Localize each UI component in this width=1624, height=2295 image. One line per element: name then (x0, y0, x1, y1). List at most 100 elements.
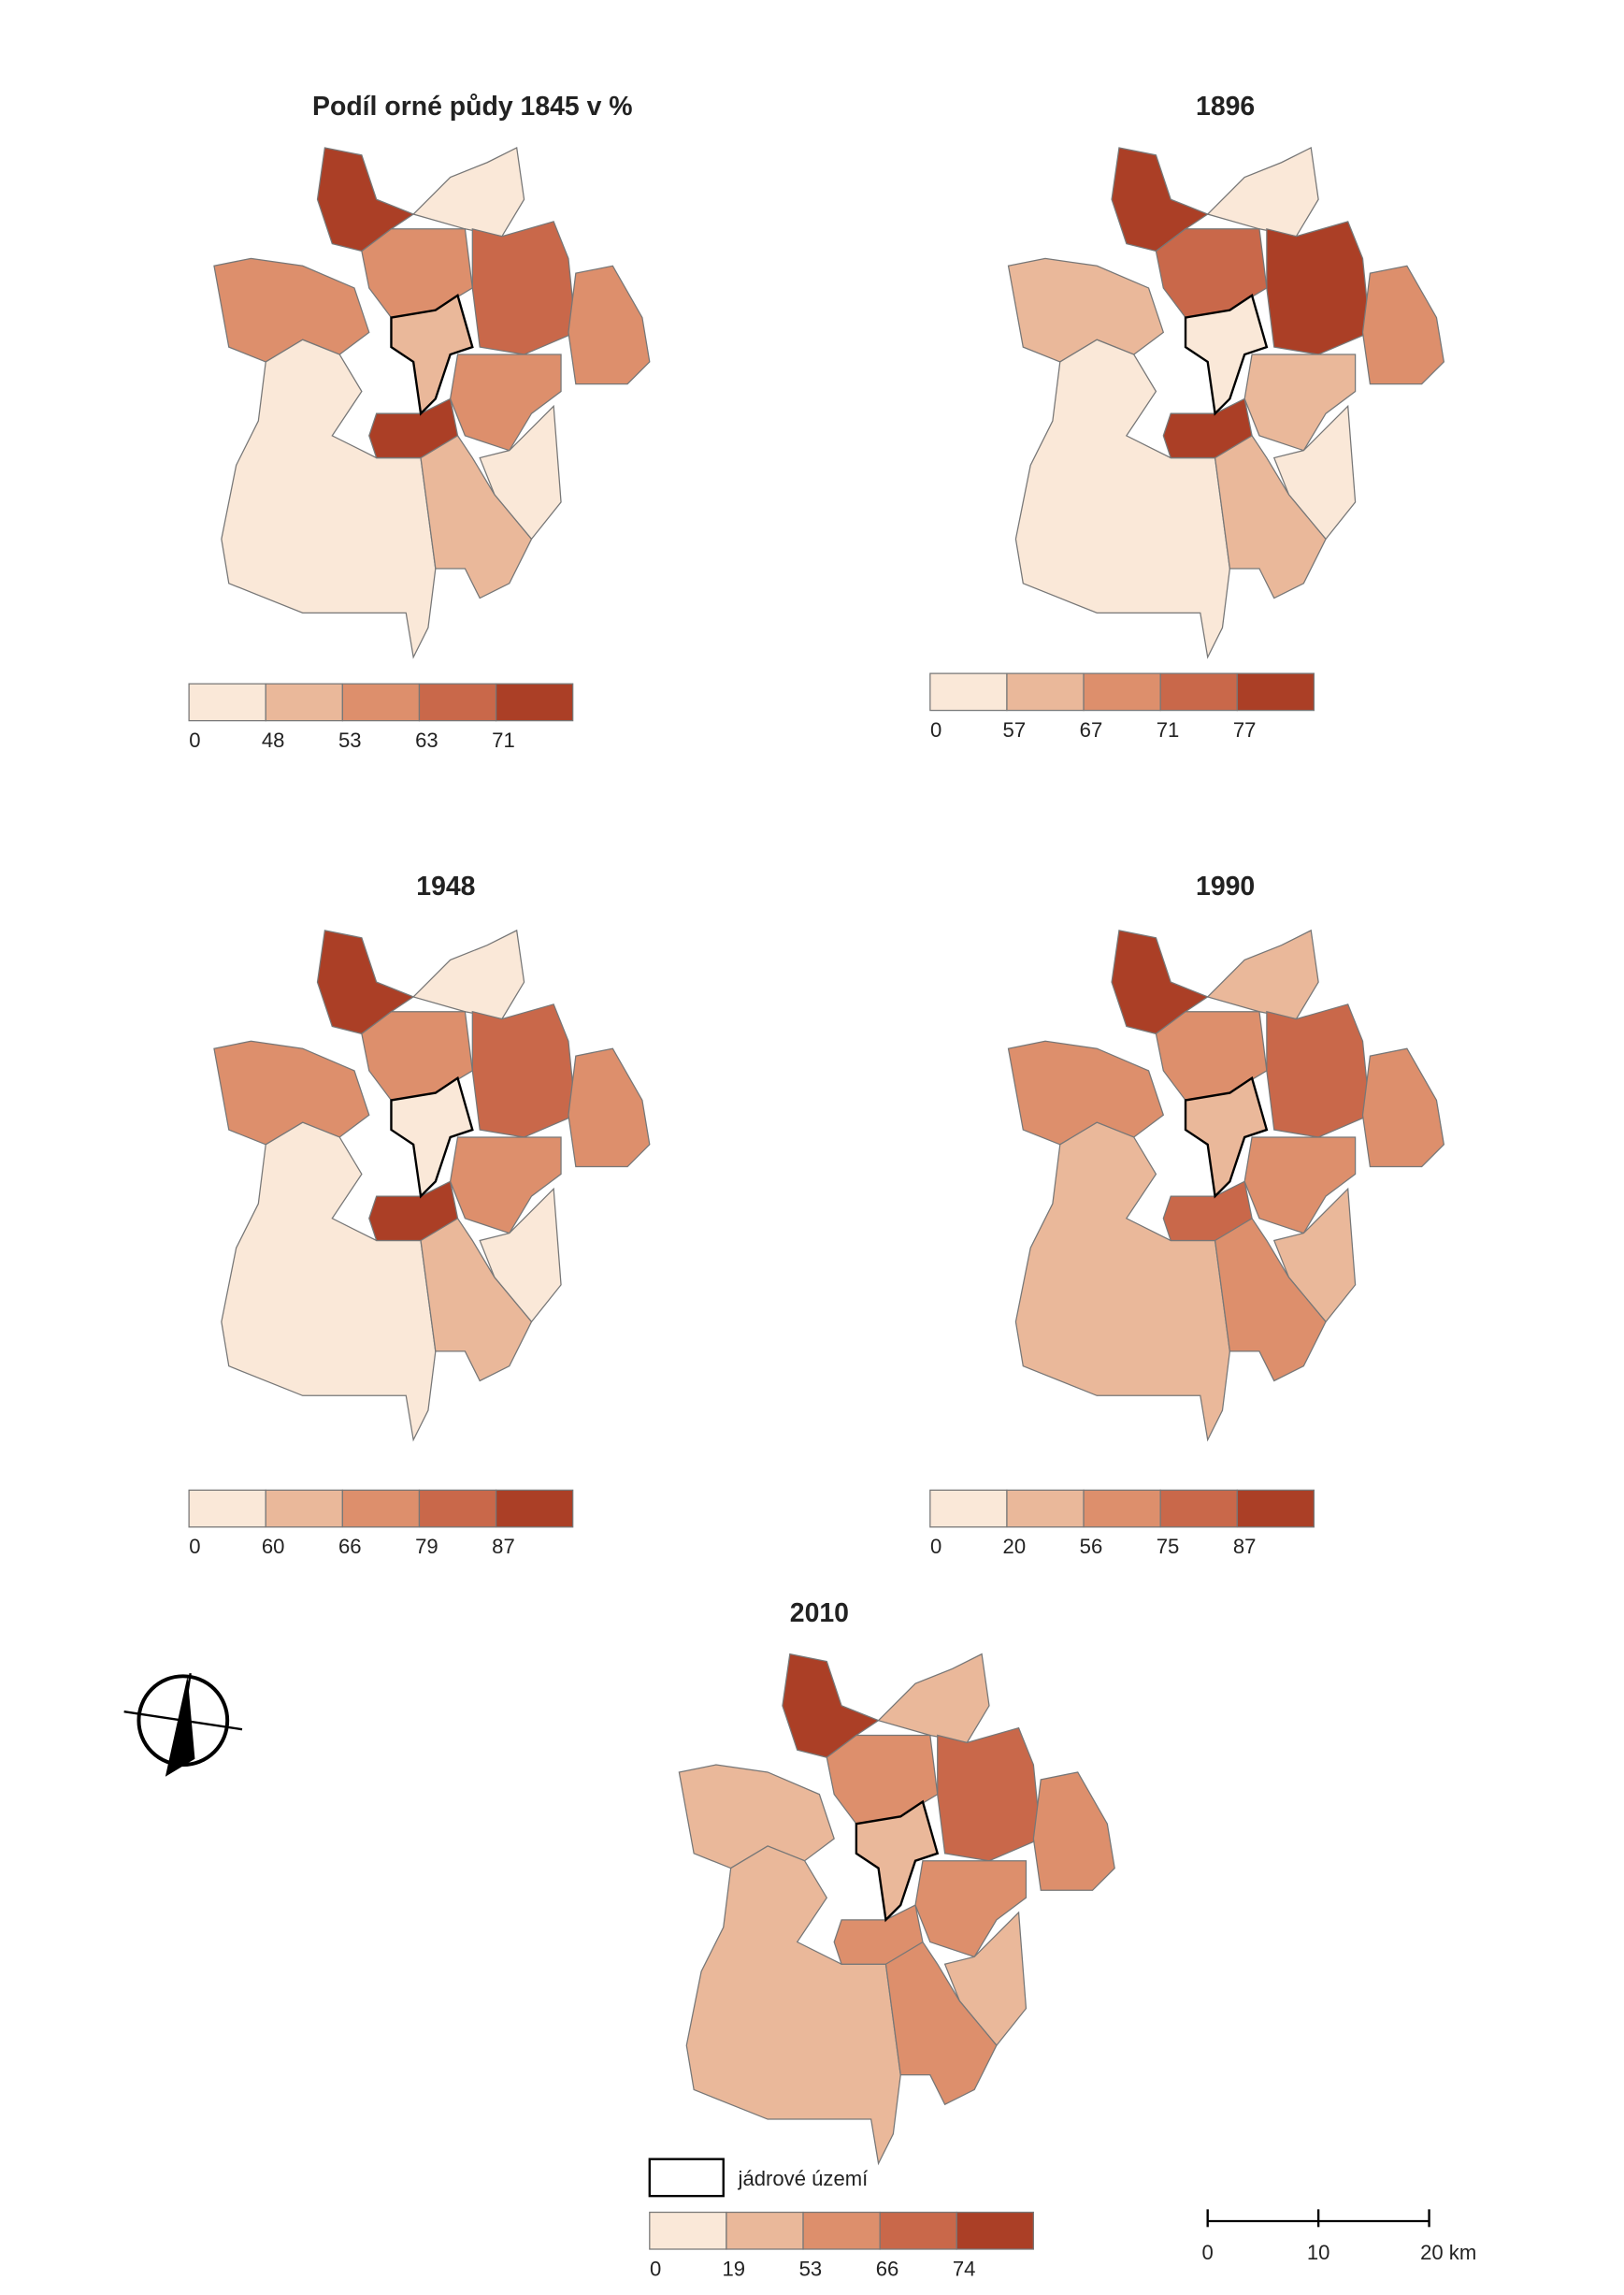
legend-swatch (1006, 672, 1085, 712)
legend-label: 79 (415, 1535, 438, 1558)
municipality (411, 146, 525, 238)
legend-swatch (341, 683, 421, 722)
legend-swatch (265, 683, 343, 722)
legend-swatch (265, 1489, 343, 1528)
map-title: 1990 (1196, 872, 1255, 902)
legend-swatch (188, 683, 266, 722)
legend-label: 0 (189, 729, 200, 752)
legend-label: 53 (338, 729, 362, 752)
legend-swatch (1006, 1489, 1085, 1528)
legend-swatch (1159, 672, 1238, 712)
map-title: 1896 (1196, 92, 1255, 122)
legend-label: 0 (930, 1535, 941, 1558)
legend-label: 77 (1233, 718, 1257, 742)
legend-label: 87 (1233, 1535, 1257, 1558)
legend-label: 71 (492, 729, 515, 752)
core-area (1184, 1075, 1269, 1199)
municipality (1032, 1771, 1115, 1891)
map-title: Podíl orné půdy 1845 v % (312, 92, 633, 122)
municipality (678, 1764, 835, 1869)
municipality (914, 1860, 1028, 1958)
legend-swatch (1236, 1489, 1315, 1528)
legend-label: 66 (876, 2257, 899, 2280)
map-title: 2010 (790, 1598, 849, 1628)
municipality (221, 1121, 437, 1442)
municipality (449, 1136, 562, 1234)
legend-label: 53 (799, 2257, 823, 2280)
municipality (420, 1217, 533, 1382)
scale-label: 20 km (1420, 2241, 1476, 2264)
north-arrow (123, 1672, 243, 1777)
core-label: jádrové území (738, 2167, 869, 2190)
map (213, 146, 651, 659)
municipality (884, 1941, 998, 2106)
legend-label: 20 (1003, 1535, 1027, 1558)
legend-swatch (1159, 1489, 1238, 1528)
legend-label: 56 (1080, 1535, 1103, 1558)
legend-label: 0 (650, 2257, 661, 2280)
scale-label: 0 (1202, 2241, 1214, 2264)
legend-label: 66 (338, 1535, 362, 1558)
municipality (1014, 339, 1231, 659)
legend-swatch (929, 672, 1008, 712)
municipality (213, 1040, 370, 1146)
legend-swatch (341, 1489, 421, 1528)
municipality (213, 257, 370, 363)
municipality (449, 354, 562, 452)
legend-swatch (726, 2211, 804, 2250)
municipality (1266, 1003, 1372, 1138)
map (678, 1653, 1115, 2166)
legend-label: 63 (415, 729, 438, 752)
legend-label: 71 (1157, 718, 1180, 742)
legend-swatch (418, 683, 497, 722)
municipality (568, 265, 651, 385)
municipality (685, 1845, 901, 2166)
scale-bar (1206, 2209, 1430, 2228)
municipality (1206, 929, 1319, 1020)
legend-label: 75 (1157, 1535, 1180, 1558)
map (1007, 929, 1445, 1442)
legend-swatch (1236, 672, 1315, 712)
legend-swatch (1083, 1489, 1161, 1528)
municipality (1214, 435, 1327, 599)
legend-swatch (879, 2211, 957, 2250)
municipality (1361, 265, 1445, 385)
municipality (1007, 1040, 1165, 1146)
legend-label: 0 (189, 1535, 200, 1558)
municipality (471, 221, 577, 355)
municipality (1266, 221, 1372, 355)
legend-swatch (956, 2211, 1034, 2250)
core-area (390, 1075, 474, 1199)
municipality (937, 1726, 1042, 1862)
legend-swatch (929, 1489, 1008, 1528)
core-area (390, 293, 474, 416)
legend-label: 48 (262, 729, 285, 752)
legend-label: 74 (953, 2257, 976, 2280)
legend-swatch (802, 2211, 881, 2250)
map (1007, 146, 1445, 659)
municipality (877, 1653, 990, 1744)
municipality (1014, 1121, 1231, 1442)
municipality (1206, 146, 1319, 238)
municipality (568, 1047, 651, 1168)
core-area (855, 1799, 940, 1923)
municipality (1243, 354, 1357, 452)
legend-label: 60 (262, 1535, 285, 1558)
municipality (420, 435, 533, 599)
legend-swatch (495, 1489, 574, 1528)
legend-label: 57 (1003, 718, 1027, 742)
legend-swatch (1083, 672, 1161, 712)
municipality (1214, 1217, 1327, 1382)
legend-label: 67 (1080, 718, 1103, 742)
legend-swatch (495, 683, 574, 722)
scale-label: 10 (1307, 2241, 1330, 2264)
municipality (1007, 257, 1165, 363)
map-title: 1948 (416, 872, 475, 902)
legend-swatch (188, 1489, 266, 1528)
legend-swatch (418, 1489, 497, 1528)
municipality (1361, 1047, 1445, 1168)
core-area (1184, 293, 1269, 416)
core-legend: jádrové území (648, 2158, 869, 2198)
legend-label: 19 (723, 2257, 746, 2280)
